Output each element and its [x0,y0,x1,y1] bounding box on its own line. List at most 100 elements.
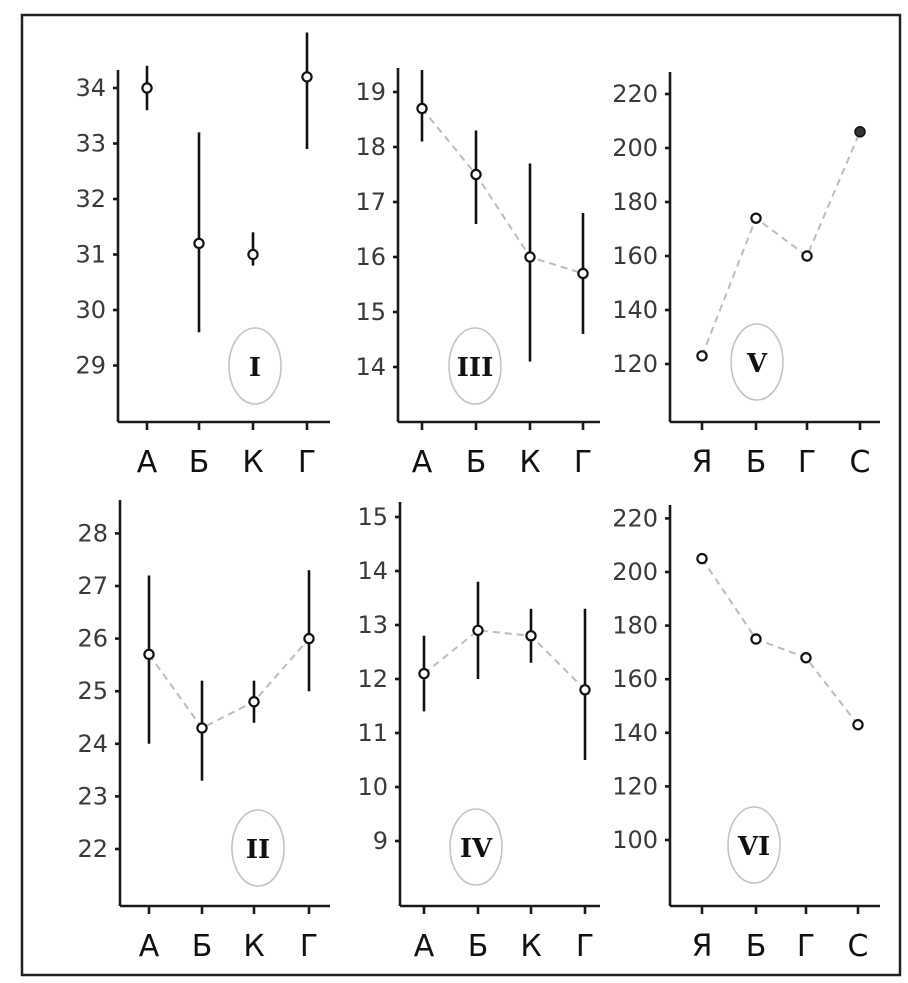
y-tick-label: 12 [357,665,388,693]
x-category-label: К [519,445,540,480]
panel-label-oval [228,327,282,405]
panel-2: 14 15 16 17 18 19 А Б К Г III [355,68,600,480]
panel-label: II [246,835,270,865]
x-category-label: Б [189,445,210,480]
trend-line [701,131,861,357]
x-category-label: Г [300,929,318,964]
y-tick-label: 120 [612,772,658,800]
y-tick-label: 180 [612,612,658,640]
x-category-label: Б [192,929,213,964]
y-tick-label: 26 [77,625,108,653]
y-tick-label: 220 [612,80,658,108]
panel-label-oval [231,809,285,887]
y-tick-label: 18 [355,133,386,161]
data-point [579,684,591,696]
y-tick-label: 17 [355,188,386,216]
x-category-label: Б [466,445,487,480]
trend-line [423,629,586,691]
panel-label: VI [737,832,770,862]
x-category-label: А [414,929,435,964]
x-category-label: Я [692,929,713,964]
data-point [525,630,537,642]
y-tick-label: 160 [612,242,658,270]
x-category-label: Я [692,445,713,480]
x-category-label: Г [298,445,316,480]
x-category-label: С [848,929,869,964]
data-point [248,696,260,708]
x-category-label: Г [576,929,594,964]
data-point [577,267,589,280]
y-tick-label: 34 [75,74,106,102]
data-point [696,350,708,362]
x-category-label: А [139,929,160,964]
panel-1: 29 30 31 32 33 34 А Б К Г I [75,32,330,480]
y-tick-label: 10 [357,773,388,801]
panel-label: III [457,353,494,383]
data-point [524,251,536,263]
x-category-label: Б [746,445,767,480]
x-category-label: К [243,929,264,964]
y-tick-label: 16 [355,243,386,271]
data-point [143,648,155,661]
panel-3: 120 140 160 180 200 220 Я Б Г С V [612,72,880,480]
data-point [750,212,762,224]
x-category-label: Г [798,445,816,480]
panel-label: V [746,349,768,379]
y-tick-label: 31 [75,241,106,269]
y-tick-label: 15 [357,503,388,531]
panel-label: IV [460,834,493,864]
panel-4: 22 23 24 25 26 27 28 А Б К Г II [77,500,330,964]
x-category-label: Б [746,929,767,964]
x-category-label: Г [574,445,592,480]
x-category-label: А [137,445,158,480]
y-tick-label: 22 [77,835,108,863]
y-tick-label: 27 [77,572,108,600]
y-tick-label: 200 [612,134,658,162]
y-tick-label: 11 [357,719,388,747]
data-point [416,102,428,115]
trend-line [148,637,310,730]
y-tick-label: 100 [612,826,658,854]
x-category-label: Б [468,929,489,964]
data-point [247,248,259,261]
y-tick-label: 200 [612,558,658,586]
data-point [854,126,866,138]
panel-label-oval [448,327,502,405]
data-point [193,237,205,250]
x-category-label: К [242,445,263,480]
panel-label-oval [730,323,784,401]
data-point [301,71,313,83]
data-point [470,168,482,181]
y-tick-label: 25 [77,677,108,705]
y-tick-label: 14 [357,557,388,585]
y-tick-label: 19 [355,78,386,106]
y-tick-label: 24 [77,730,108,758]
data-point [801,250,813,262]
x-category-label: К [520,929,541,964]
data-point [696,552,708,565]
data-point [141,82,153,94]
y-tick-label: 33 [75,130,106,158]
y-tick-label: 14 [355,353,386,381]
data-point [418,667,430,680]
y-tick-label: 32 [75,185,106,213]
data-point [852,719,864,731]
panel-6: 100 120 140 160 180 200 220 Я Б Г С VI [612,504,880,964]
y-tick-label: 220 [612,504,658,532]
x-category-label: С [850,445,871,480]
y-tick-label: 120 [612,350,658,378]
panel-label-oval [449,808,503,886]
y-tick-label: 28 [77,519,108,547]
data-point [750,633,762,645]
panel-5: 9 10 11 12 13 14 15 А Б К Г IV [357,502,600,964]
x-category-label: А [412,445,433,480]
data-point [303,632,315,645]
y-tick-label: 140 [612,296,658,324]
y-tick-label: 140 [612,719,658,747]
x-category-label: Г [797,929,815,964]
trend-line [421,107,584,275]
y-tick-label: 29 [75,352,106,380]
y-tick-label: 15 [355,298,386,326]
